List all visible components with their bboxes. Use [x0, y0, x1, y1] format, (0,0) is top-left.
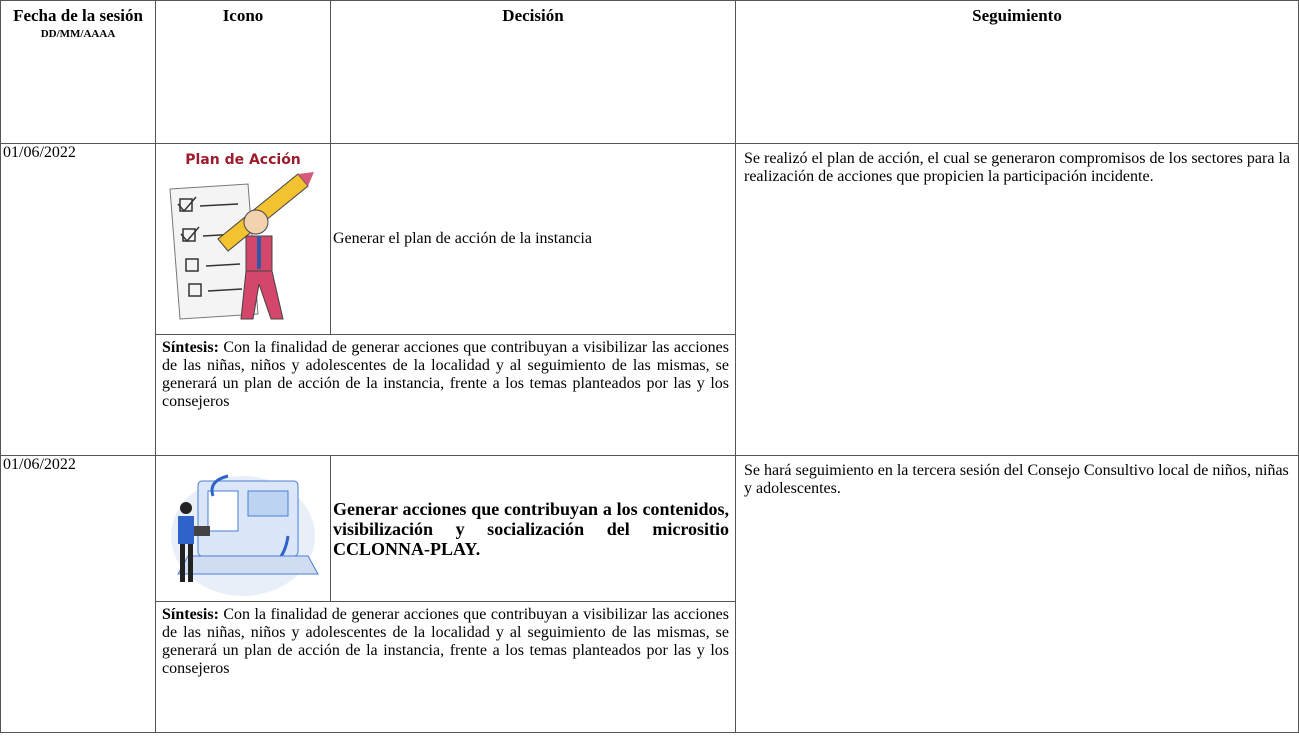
icon-cell: Plan de Acción — [155, 143, 331, 335]
header-row: Fecha de la sesión DD/MM/AAAA Icono Decis… — [0, 0, 1299, 144]
synthesis-text: Con la finalidad de generar acciones que… — [162, 606, 730, 677]
synthesis-row: Síntesis: Con la finalidad de generar ac… — [1, 601, 1299, 733]
row: 01/06/2022 Generar acciones que contribu… — [0, 455, 1299, 733]
header-note: DD/MM/AAAA — [40, 28, 116, 40]
header-text: Fecha de la sesión — [13, 6, 143, 25]
followup-cell: Se hará seguimiento en la tercera sesión… — [735, 455, 1299, 733]
date-cell: 01/06/2022 — [0, 143, 156, 456]
synthesis-text: Con la finalidad de generar acciones que… — [162, 339, 730, 410]
decision-cell: Generar acciones que contribuyan a los c… — [330, 455, 736, 602]
header-cell: Seguimiento — [735, 0, 1299, 144]
decision-cell: Generar el plan de acción de la instanci… — [330, 143, 736, 335]
followup-cell: Se realizó el plan de acción, el cual se… — [735, 143, 1299, 456]
synthesis-row: Síntesis: Con la finalidad de generar ac… — [1, 334, 1299, 456]
synthesis-cell: Síntesis: Con la finalidad de generar ac… — [155, 334, 736, 456]
date-cell: 01/06/2022 — [0, 455, 156, 733]
header-cell: Fecha de la sesión DD/MM/AAAA — [0, 0, 156, 144]
icon-cell — [155, 455, 331, 602]
microsite-icon — [171, 474, 319, 596]
row: 01/06/2022 Plan de Acción Generar el pla… — [0, 143, 1299, 456]
header-cell: Icono — [155, 0, 331, 144]
synthesis-cell: Síntesis: Con la finalidad de generar ac… — [155, 601, 736, 733]
plan-icon: Plan de Acción — [169, 152, 314, 320]
synthesis-label: Síntesis: — [162, 606, 219, 623]
header-cell: Decisión — [330, 0, 736, 144]
synthesis-label: Síntesis: — [162, 339, 219, 356]
icon-caption: Plan de Acción — [185, 152, 301, 168]
